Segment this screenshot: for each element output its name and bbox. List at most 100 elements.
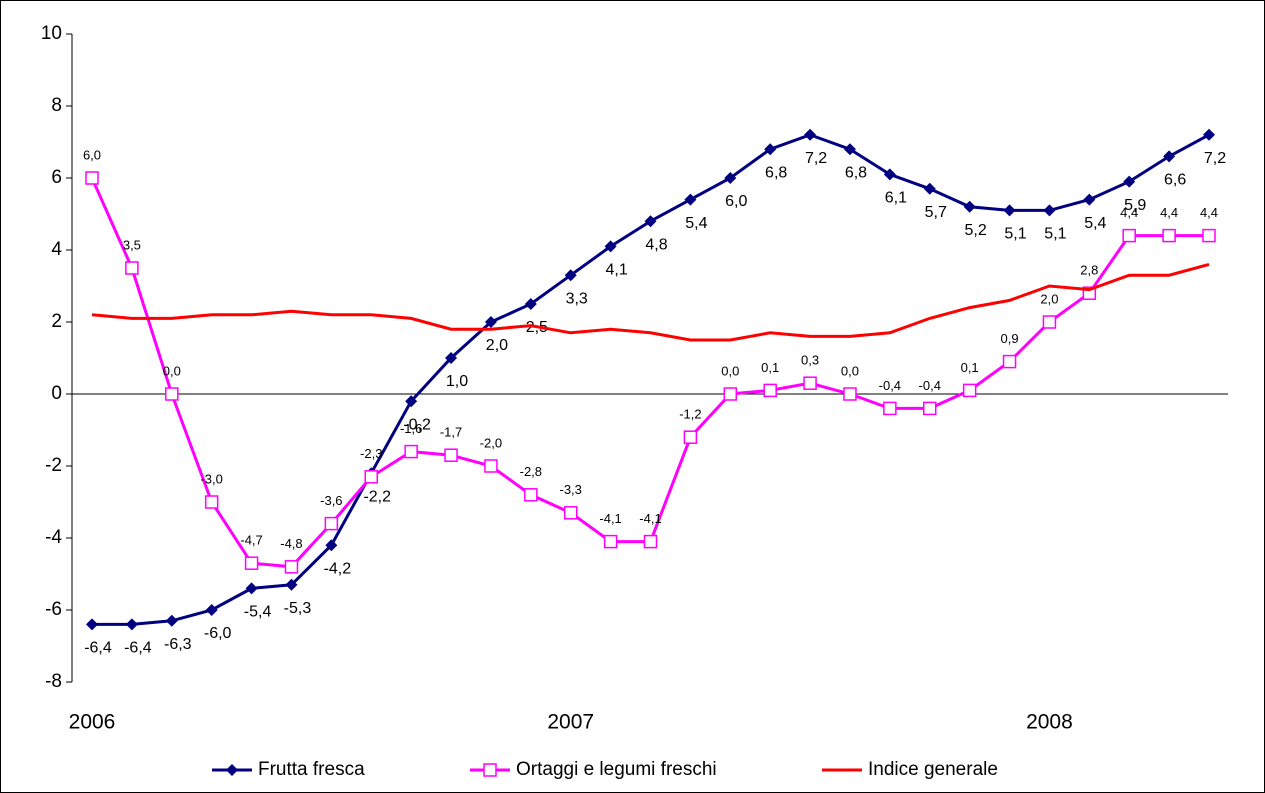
marker — [245, 582, 258, 595]
marker — [563, 506, 578, 520]
marker — [524, 488, 538, 502]
data-label: 4,1 — [605, 262, 627, 279]
y-tick-label: -2 — [45, 455, 62, 476]
x-tick-label: 2006 — [69, 711, 116, 734]
marker — [564, 269, 577, 282]
data-label: 6,8 — [845, 164, 867, 181]
marker — [604, 240, 617, 253]
data-label: 6,1 — [885, 190, 907, 207]
marker — [1043, 204, 1056, 217]
data-label: 0,0 — [163, 363, 181, 378]
legend-label: Indice generale — [868, 759, 998, 780]
data-label: 6,0 — [725, 193, 747, 210]
marker — [524, 298, 537, 310]
data-label: 0,1 — [961, 360, 979, 375]
data-label: -4,1 — [639, 511, 661, 526]
marker — [1163, 150, 1176, 163]
marker — [1123, 175, 1136, 188]
data-label: 4,4 — [1160, 205, 1178, 220]
data-label: 7,2 — [805, 150, 827, 167]
marker — [1122, 228, 1136, 243]
data-label: 5,2 — [965, 222, 987, 239]
data-label: -6,3 — [164, 636, 192, 653]
marker — [724, 172, 737, 184]
legend-label: Frutta fresca — [258, 759, 365, 780]
y-tick-label: -8 — [45, 671, 62, 692]
marker — [643, 534, 658, 549]
marker — [603, 534, 618, 549]
marker — [684, 193, 697, 206]
data-label: 0,9 — [1000, 331, 1018, 346]
marker — [843, 387, 857, 401]
y-tick-label: -4 — [45, 527, 62, 548]
marker — [763, 383, 777, 398]
data-label: 5,9 — [1124, 197, 1146, 214]
legend-marker — [226, 764, 238, 776]
data-label: -2,2 — [363, 488, 391, 505]
data-label: 2,0 — [486, 337, 508, 354]
marker — [843, 143, 856, 156]
data-label: 0,1 — [761, 360, 779, 375]
legend-label: Ortaggi e legumi freschi — [516, 759, 717, 780]
marker — [165, 614, 178, 627]
marker — [85, 171, 99, 185]
data-label: 5,7 — [925, 204, 947, 221]
y-tick-label: 2 — [51, 311, 62, 332]
data-label: 5,4 — [1084, 215, 1106, 232]
data-label: 0,3 — [801, 353, 819, 368]
data-label: -4,8 — [280, 536, 302, 551]
data-label: 2,0 — [1040, 291, 1058, 306]
data-label: -2,0 — [480, 435, 502, 450]
y-tick-label: 6 — [51, 167, 62, 188]
series-line — [91, 262, 1210, 342]
marker — [1162, 228, 1176, 243]
marker — [804, 128, 817, 141]
data-label: 0,0 — [721, 363, 739, 378]
marker — [764, 143, 777, 156]
marker — [284, 560, 299, 574]
marker — [86, 618, 98, 631]
data-label: -4,2 — [324, 560, 352, 577]
marker — [803, 376, 817, 390]
data-label: 6,8 — [765, 164, 787, 181]
marker — [923, 182, 936, 195]
marker — [683, 430, 698, 444]
data-label: 4,4 — [1120, 205, 1138, 220]
x-tick-label: 2007 — [547, 711, 594, 734]
marker — [883, 401, 897, 416]
marker — [1083, 193, 1096, 206]
marker — [1042, 315, 1057, 329]
marker — [963, 200, 976, 213]
marker — [962, 383, 977, 398]
marker — [125, 618, 138, 631]
data-label: 3,5 — [123, 237, 141, 252]
y-tick-label: 4 — [51, 239, 62, 260]
marker — [644, 215, 657, 228]
data-label: 7,2 — [1204, 150, 1226, 167]
marker — [364, 470, 378, 484]
marker — [244, 556, 259, 570]
data-label: 0,0 — [841, 363, 859, 378]
marker — [1203, 128, 1215, 141]
marker — [445, 352, 458, 364]
y-tick-label: 10 — [41, 23, 62, 44]
legend-marker — [483, 763, 497, 777]
data-label: -4,1 — [599, 511, 621, 526]
data-label: -1,7 — [440, 425, 462, 440]
marker — [883, 168, 896, 181]
data-label: -2,3 — [360, 446, 382, 461]
marker — [405, 395, 418, 408]
data-label: 5,1 — [1004, 226, 1026, 243]
marker — [484, 316, 497, 328]
data-label: -3,0 — [200, 471, 222, 486]
marker — [444, 448, 458, 462]
data-label: -0,4 — [879, 378, 901, 393]
data-label: 4,4 — [1200, 205, 1218, 220]
data-label: -1,2 — [679, 407, 701, 422]
x-tick-label: 2008 — [1026, 711, 1073, 734]
data-label: 6,0 — [83, 147, 101, 162]
marker — [923, 401, 937, 416]
data-label: -6,4 — [124, 640, 152, 657]
data-label: -5,4 — [244, 604, 272, 621]
